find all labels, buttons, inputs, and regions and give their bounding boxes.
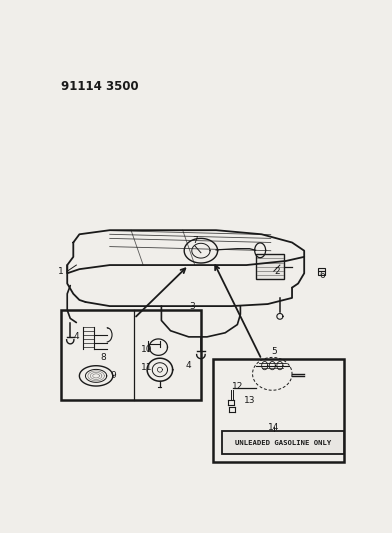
Text: 13: 13 xyxy=(244,396,255,405)
Bar xyxy=(213,359,344,462)
Text: 2: 2 xyxy=(274,266,279,276)
Text: 11: 11 xyxy=(140,363,152,372)
Text: 8: 8 xyxy=(101,353,107,362)
Bar xyxy=(256,254,285,279)
Bar xyxy=(222,431,344,454)
Text: 4: 4 xyxy=(74,333,79,341)
Text: 4: 4 xyxy=(186,361,192,370)
Text: UNLEADED GASOLINE ONLY: UNLEADED GASOLINE ONLY xyxy=(235,440,331,446)
Text: 9: 9 xyxy=(110,372,116,381)
Bar xyxy=(318,268,325,274)
Text: 91114 3500: 91114 3500 xyxy=(61,80,139,93)
Text: 7: 7 xyxy=(192,236,198,245)
Text: 10: 10 xyxy=(140,345,152,354)
Bar xyxy=(61,310,201,400)
Text: 1: 1 xyxy=(58,266,64,276)
Text: 14: 14 xyxy=(268,423,279,432)
Text: 5: 5 xyxy=(271,347,277,356)
Text: 6: 6 xyxy=(319,271,325,280)
Text: 12: 12 xyxy=(232,382,243,391)
Text: 3: 3 xyxy=(189,302,195,311)
